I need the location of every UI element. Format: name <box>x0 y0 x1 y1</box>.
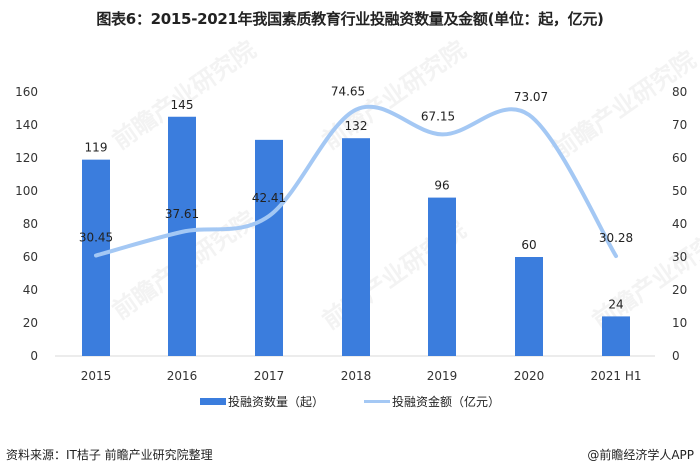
left-tick-label: 120 <box>15 151 38 165</box>
legend-item-bar: 投融资数量（起） <box>199 393 324 410</box>
line-value-label: 30.28 <box>599 231 633 245</box>
right-tick-label: 50 <box>672 184 687 198</box>
x-tick-label: 2020 <box>514 369 545 383</box>
left-tick-label: 140 <box>15 118 38 132</box>
x-tick-label: 2021 H1 <box>590 369 641 383</box>
line-swatch-icon <box>364 400 390 403</box>
bar <box>255 139 283 356</box>
x-tick-label: 2017 <box>254 369 285 383</box>
right-tick-label: 70 <box>672 118 687 132</box>
right-tick-label: 60 <box>672 151 687 165</box>
legend-bar-label: 投融资数量（起） <box>227 395 324 409</box>
bar-data-labels: 119 145 132 96 60 24 <box>85 98 624 312</box>
bar-series <box>82 116 630 356</box>
bar-value-label: 119 <box>85 141 108 155</box>
bar-value-label: 145 <box>171 98 194 112</box>
left-tick-label: 80 <box>23 217 38 231</box>
line-value-label: 42.41 <box>252 191 286 205</box>
left-tick-label: 0 <box>30 349 38 363</box>
x-tick-label: 2015 <box>81 369 112 383</box>
chart-title: 图表6：2015-2021年我国素质教育行业投融资数量及金额(单位：起，亿元) <box>96 10 604 28</box>
legend-line-label: 投融资金额（亿元） <box>392 395 501 409</box>
bar <box>428 197 456 356</box>
watermark-text: 前瞻产业研究院 <box>547 46 700 165</box>
bar-value-label: 132 <box>345 119 368 133</box>
source-note: 资料来源：IT桔子 前瞻产业研究院整理 <box>6 448 213 462</box>
bar-value-label: 96 <box>434 179 449 193</box>
bar <box>342 138 370 356</box>
right-tick-label: 20 <box>672 283 687 297</box>
line-value-label: 74.65 <box>331 85 365 99</box>
right-tick-label: 80 <box>672 85 687 99</box>
bar-value-label: 24 <box>608 297 623 311</box>
bar <box>602 316 630 356</box>
bar-swatch-icon <box>199 398 226 405</box>
right-tick-label: 40 <box>672 217 687 231</box>
credit-note: @前瞻经济学人APP <box>587 448 694 462</box>
legend-item-line: 投融资金额（亿元） <box>364 393 500 410</box>
right-tick-label: 10 <box>672 316 687 330</box>
line-data-labels: 30.45 37.61 42.41 74.65 67.15 73.07 30.28 <box>79 85 633 245</box>
right-tick-label: 0 <box>672 349 680 363</box>
watermark-layer: 前瞻产业研究院前瞻产业研究院前瞻产业研究院前瞻产业研究院前瞻产业研究院前瞻产业研… <box>107 36 700 335</box>
line-series <box>94 104 618 259</box>
x-tick-label: 2019 <box>427 369 458 383</box>
bar <box>515 257 543 356</box>
x-tick-label: 2018 <box>341 369 372 383</box>
legend: 投融资数量（起） 投融资金额（亿元） <box>0 393 700 410</box>
bar <box>168 116 196 356</box>
left-tick-label: 160 <box>15 85 38 99</box>
left-tick-label: 40 <box>23 283 38 297</box>
right-axis: 0 10 20 30 40 50 60 70 80 <box>672 85 687 363</box>
left-axis: 0 20 40 60 80 100 120 140 160 <box>15 85 38 363</box>
line-value-label: 37.61 <box>165 207 199 221</box>
left-tick-label: 100 <box>15 184 38 198</box>
x-tick-label: 2016 <box>167 369 198 383</box>
bar-value-label: 60 <box>521 238 536 252</box>
line-value-label: 67.15 <box>421 109 455 123</box>
right-tick-label: 30 <box>672 250 687 264</box>
left-tick-label: 20 <box>23 316 38 330</box>
line-value-label: 30.45 <box>79 231 113 245</box>
bar <box>82 159 110 356</box>
left-tick-label: 60 <box>23 250 38 264</box>
x-axis: 2015 2016 2017 2018 2019 2020 2021 H1 <box>81 369 642 383</box>
line-value-label: 73.07 <box>514 90 548 104</box>
